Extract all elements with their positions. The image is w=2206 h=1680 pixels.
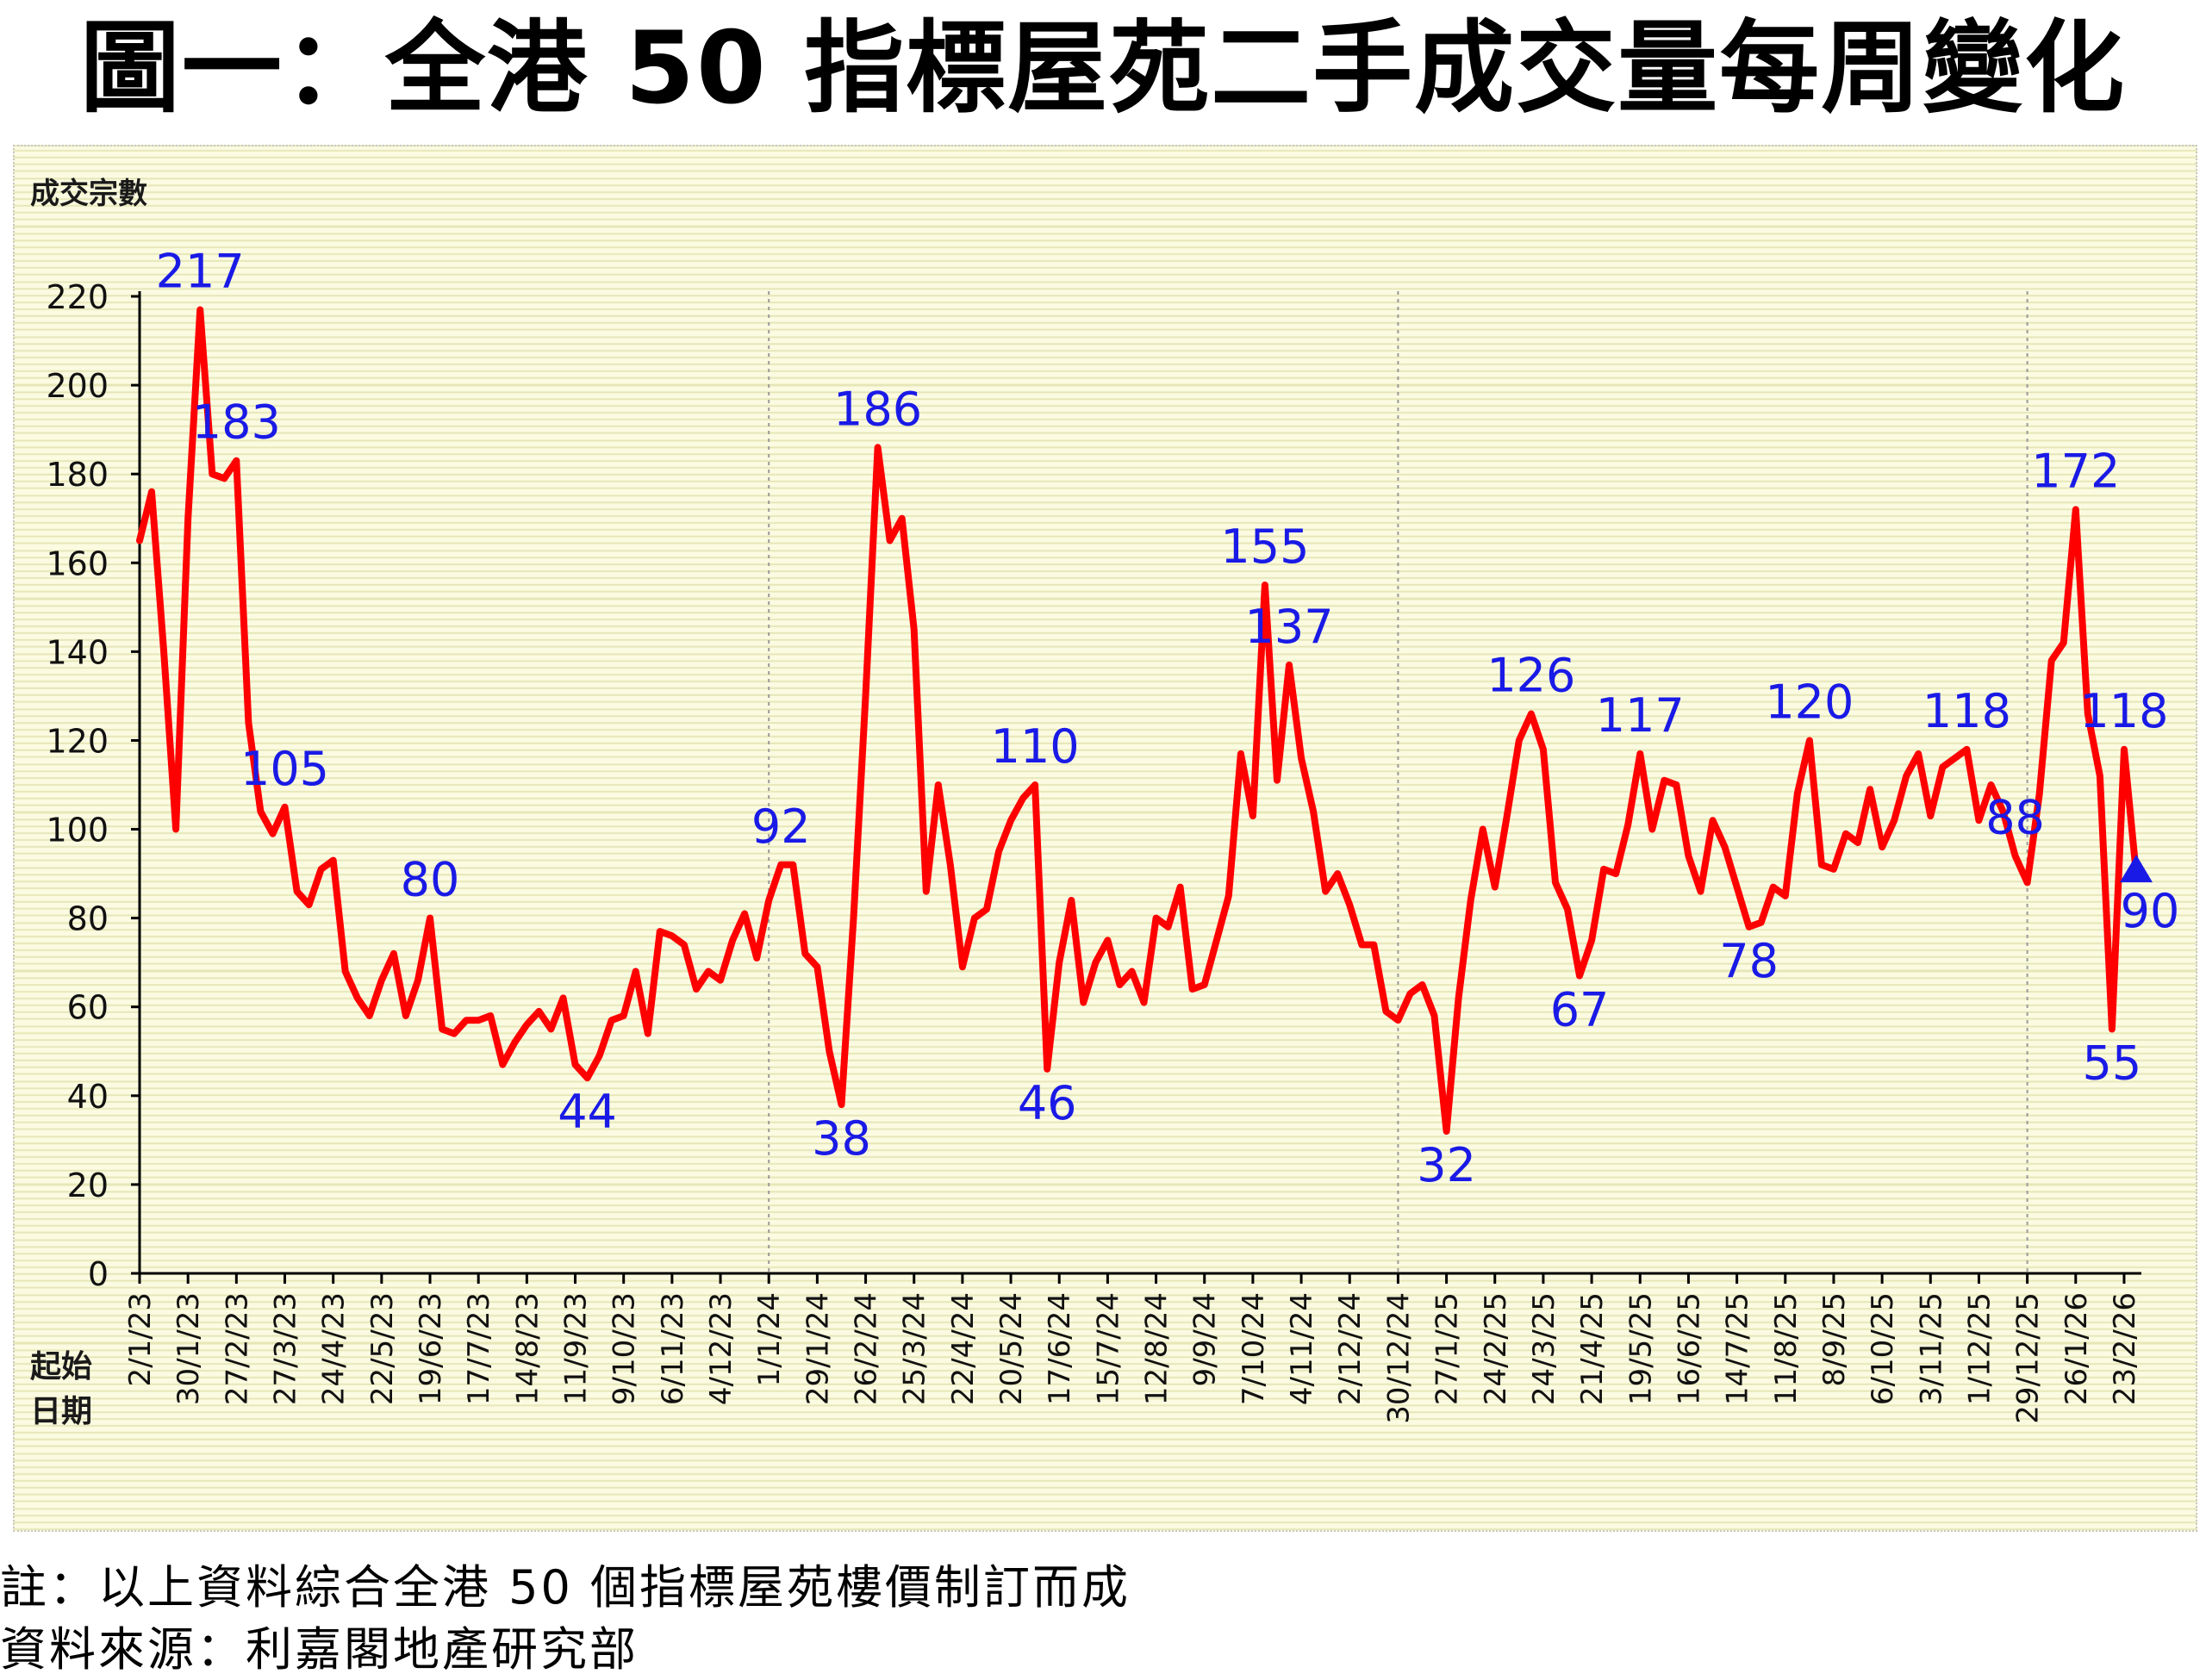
data-label: 186 (833, 382, 922, 436)
data-label: 92 (751, 800, 811, 854)
data-label: 118 (1922, 684, 2011, 738)
x-tick-label: 17/6/24 (1043, 1292, 1077, 1405)
footnote: 註：以上資料綜合全港 50 個指標屋苑樓價制訂而成 (0, 1560, 1131, 1615)
x-tick-label: 8/9/25 (1817, 1292, 1852, 1386)
y-tick-label: 100 (46, 812, 109, 849)
x-tick-label: 11/9/23 (559, 1292, 594, 1405)
data-label: 217 (156, 244, 245, 298)
x-tick-label: 2/12/24 (1333, 1292, 1368, 1405)
y-tick-label: 0 (88, 1255, 109, 1293)
data-label: 46 (1018, 1076, 1077, 1130)
data-label: 88 (1985, 790, 2045, 844)
data-label: 126 (1486, 649, 1575, 703)
x-axis-title-line-2: 日期 (30, 1394, 92, 1429)
data-label: 78 (1719, 934, 1779, 988)
y-tick-label: 40 (67, 1078, 109, 1116)
x-tick-label: 1/12/25 (1962, 1292, 1997, 1405)
data-label: 117 (1596, 688, 1685, 743)
x-tick-label: 27/2/23 (220, 1292, 254, 1405)
data-label: 44 (558, 1085, 617, 1139)
y-tick-label: 60 (67, 989, 109, 1027)
data-label: 38 (812, 1111, 871, 1166)
x-tick-label: 24/3/25 (1527, 1292, 1561, 1405)
data-label: 137 (1244, 600, 1333, 654)
x-tick-label: 4/11/24 (1285, 1292, 1319, 1405)
x-tick-label: 24/2/25 (1479, 1292, 1513, 1405)
x-tick-label: 29/12/25 (2011, 1292, 2046, 1424)
data-label: 183 (192, 395, 281, 450)
x-tick-label: 16/6/25 (1672, 1292, 1706, 1405)
x-tick-label: 6/11/23 (656, 1292, 690, 1405)
x-tick-label: 14/8/23 (510, 1292, 545, 1405)
data-label: 110 (991, 719, 1080, 774)
y-tick-label: 160 (46, 544, 109, 582)
x-tick-label: 12/8/24 (1140, 1292, 1175, 1405)
x-tick-label: 30/12/24 (1381, 1292, 1416, 1424)
x-tick-label: 26/2/24 (850, 1292, 884, 1405)
x-tick-label: 14/7/25 (1721, 1292, 1755, 1405)
y-tick-label: 120 (46, 722, 109, 760)
y-axis-title: 成交宗數 (30, 177, 147, 211)
data-label: 67 (1550, 983, 1610, 1037)
x-tick-label: 9/10/23 (608, 1292, 642, 1405)
y-tick-label: 220 (46, 278, 109, 316)
y-tick-label: 200 (46, 367, 109, 405)
x-tick-label: 6/10/25 (1866, 1292, 1900, 1405)
x-tick-label: 9/9/24 (1188, 1292, 1223, 1386)
x-axis-title-line-1: 起始 (30, 1349, 92, 1384)
x-tick-label: 26/1/26 (2060, 1292, 2094, 1405)
data-label: 90 (2121, 884, 2180, 938)
x-tick-label: 1/1/24 (752, 1292, 787, 1386)
chart-panel: 成交宗數 起始 日期 0 20 40 60 80 100 120 140 160 180 200 22… (13, 145, 2197, 1532)
x-tick-label: 2/1/23 (123, 1292, 158, 1386)
x-tick-label: 29/1/24 (801, 1292, 835, 1405)
x-tick-label: 27/1/25 (1430, 1292, 1465, 1405)
chart-title: 圖一：全港 50 指標屋苑二手成交量每周變化 (79, 10, 2127, 127)
data-label: 80 (401, 853, 460, 907)
x-tick-label: 27/3/23 (269, 1292, 303, 1405)
y-tick-label: 140 (46, 633, 109, 671)
data-label: 120 (1765, 675, 1854, 729)
x-tick-label: 4/12/23 (704, 1292, 738, 1405)
x-tick-label: 7/10/24 (1237, 1292, 1271, 1405)
x-tick-label: 15/7/24 (1091, 1292, 1125, 1405)
x-tick-label: 22/4/24 (946, 1292, 981, 1405)
data-label: 172 (2031, 444, 2120, 498)
y-tick-label: 20 (67, 1167, 109, 1204)
data-label: 155 (1220, 520, 1309, 574)
x-tick-label: 3/11/25 (1914, 1292, 1948, 1405)
x-tick-label: 23/2/26 (2108, 1292, 2142, 1405)
data-label: 32 (1417, 1138, 1476, 1192)
y-tick-label: 180 (46, 456, 109, 494)
x-tick-label: 11/8/25 (1769, 1292, 1804, 1405)
series-line (136, 306, 2140, 1136)
x-tick-label: 19/6/23 (414, 1292, 448, 1405)
y-tick-label: 80 (67, 900, 109, 938)
line-chart: 成交宗數 起始 日期 0 20 40 60 80 100 120 140 160 180 200 22… (30, 177, 2180, 1429)
x-tick-label: 21/4/25 (1575, 1292, 1610, 1405)
x-tick-label: 22/5/23 (365, 1292, 400, 1405)
x-tick-label: 30/1/23 (171, 1292, 206, 1405)
data-label: 118 (2079, 684, 2168, 738)
last-point-marker (2120, 855, 2153, 883)
data-label: 55 (2083, 1036, 2142, 1091)
data-label: 105 (240, 742, 329, 796)
x-tick-label: 24/4/23 (317, 1292, 352, 1405)
source-note: 資料來源：利嘉閣地產研究部 (0, 1622, 639, 1677)
x-tick-label: 20/5/24 (994, 1292, 1029, 1405)
x-tick-label: 19/5/25 (1623, 1292, 1658, 1405)
x-tick-label: 25/3/24 (898, 1292, 932, 1405)
x-tick-label: 17/7/23 (462, 1292, 496, 1405)
